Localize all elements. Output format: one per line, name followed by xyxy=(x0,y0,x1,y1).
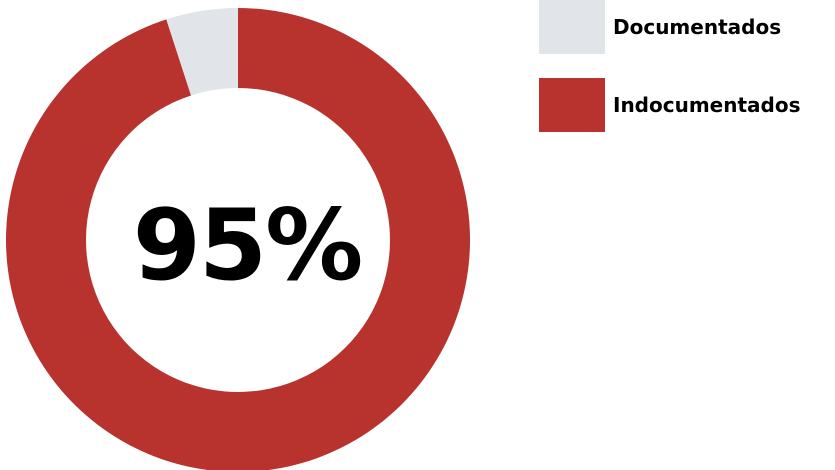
donut-slice-indocumentados xyxy=(6,8,470,470)
legend-label-indocumentados: Indocumentados xyxy=(613,93,801,117)
legend-label-documentados: Documentados xyxy=(613,15,782,39)
legend-swatch-indocumentados xyxy=(539,78,605,132)
donut-slices xyxy=(6,8,470,470)
legend-item-indocumentados: Indocumentados xyxy=(539,78,801,132)
donut-chart: 95% xyxy=(6,8,470,470)
legend-swatch-documentados xyxy=(539,0,605,54)
legend-item-documentados: Documentados xyxy=(539,0,781,54)
donut-slice-documentados xyxy=(166,8,238,96)
center-percentage-label: 95% xyxy=(133,189,362,303)
